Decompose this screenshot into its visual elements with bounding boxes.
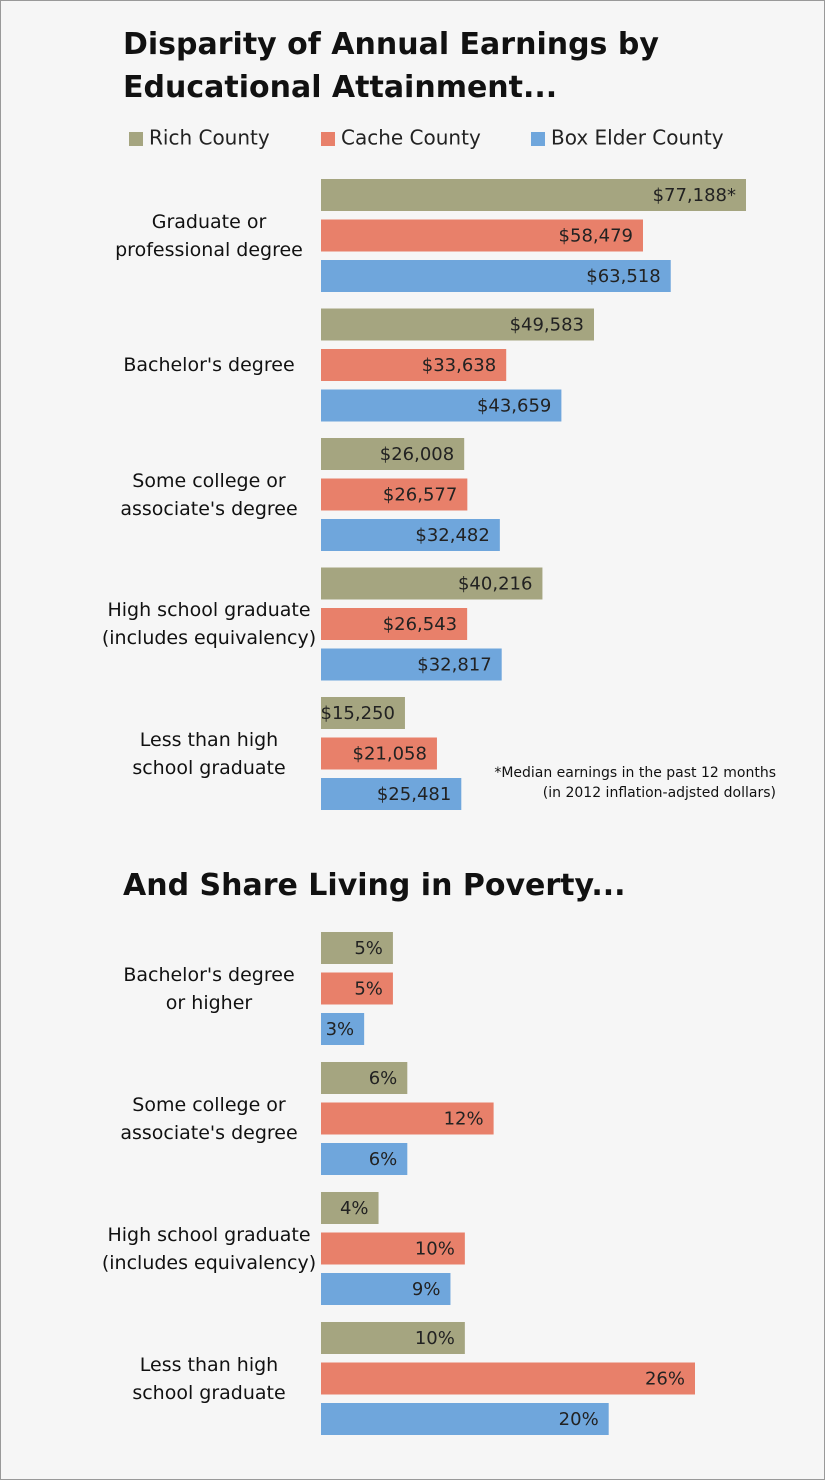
value-label: $49,583 — [510, 315, 584, 336]
bar — [321, 1403, 609, 1435]
bar — [321, 1143, 408, 1175]
legend-swatch — [531, 132, 545, 146]
value-label: $32,482 — [415, 525, 489, 546]
bar — [321, 1102, 494, 1135]
bar — [321, 1013, 365, 1045]
legend-label: Rich County — [149, 126, 270, 150]
category-label: Bachelor's degree or higher — [123, 963, 295, 1014]
legend-label: Cache County — [341, 126, 481, 150]
value-label: $32,817 — [417, 655, 491, 676]
category-label: High school graduate (includes equivalen… — [101, 1223, 317, 1274]
value-label: $26,543 — [383, 614, 457, 635]
bar — [321, 308, 595, 341]
value-label: 5% — [354, 938, 383, 959]
value-label: $63,518 — [586, 266, 660, 287]
bar — [321, 260, 671, 292]
bar — [321, 438, 465, 470]
value-label: 5% — [354, 979, 383, 1000]
chart-title: Disparity of Annual Earnings by Educatio… — [123, 27, 659, 105]
bar — [321, 1192, 379, 1224]
value-label: 10% — [415, 1239, 455, 1260]
chart-title: And Share Living in Poverty... — [123, 868, 626, 903]
value-label: $25,481 — [377, 784, 451, 805]
bar — [321, 972, 393, 1005]
bar — [321, 478, 468, 511]
bar — [321, 608, 468, 640]
value-label: 10% — [415, 1328, 455, 1349]
category-label: Some college or associate's degree — [120, 469, 298, 520]
bar — [321, 737, 437, 770]
value-label: $26,008 — [380, 444, 454, 465]
bar — [321, 1232, 465, 1265]
value-label: 6% — [369, 1068, 398, 1089]
category-label: High school graduate (includes equivalen… — [101, 599, 317, 649]
value-label: $33,638 — [422, 355, 496, 376]
bar — [321, 778, 462, 810]
value-label: 6% — [369, 1149, 398, 1170]
category-label: Graduate or professional degree — [115, 210, 303, 261]
category-label: Less than high school graduate — [132, 1353, 286, 1404]
value-label: $77,188* — [653, 185, 736, 206]
value-label: 20% — [559, 1409, 599, 1430]
bar — [321, 179, 746, 211]
bar — [321, 932, 393, 964]
category-label: Some college or associate's degree — [120, 1093, 298, 1144]
bar — [321, 1322, 465, 1354]
bar — [321, 567, 543, 600]
bar — [321, 1362, 695, 1395]
annotation: *Median earnings in the past 12 months (… — [494, 765, 776, 801]
legend-swatch — [321, 132, 335, 146]
category-label: Bachelor's degree — [123, 354, 295, 376]
bar — [321, 648, 502, 681]
bar — [321, 219, 643, 252]
bar — [321, 349, 507, 381]
value-label: $43,659 — [477, 396, 551, 417]
value-label: 4% — [340, 1198, 369, 1219]
bar — [321, 1062, 408, 1094]
bar — [321, 519, 500, 551]
bar — [321, 389, 562, 422]
value-label: $15,250 — [321, 703, 395, 724]
bar — [321, 1273, 451, 1305]
category-label: Less than high school graduate — [132, 728, 286, 779]
value-label: 3% — [326, 1019, 355, 1040]
value-label: $26,577 — [383, 485, 457, 506]
legend-label: Box Elder County — [551, 126, 724, 150]
value-label: $40,216 — [458, 574, 532, 595]
value-label: 26% — [645, 1369, 685, 1390]
legend-swatch — [129, 132, 143, 146]
value-label: $58,479 — [559, 226, 633, 247]
bar — [321, 697, 405, 729]
value-label: $21,058 — [353, 744, 427, 765]
value-label: 12% — [444, 1109, 484, 1130]
value-label: 9% — [412, 1279, 441, 1300]
